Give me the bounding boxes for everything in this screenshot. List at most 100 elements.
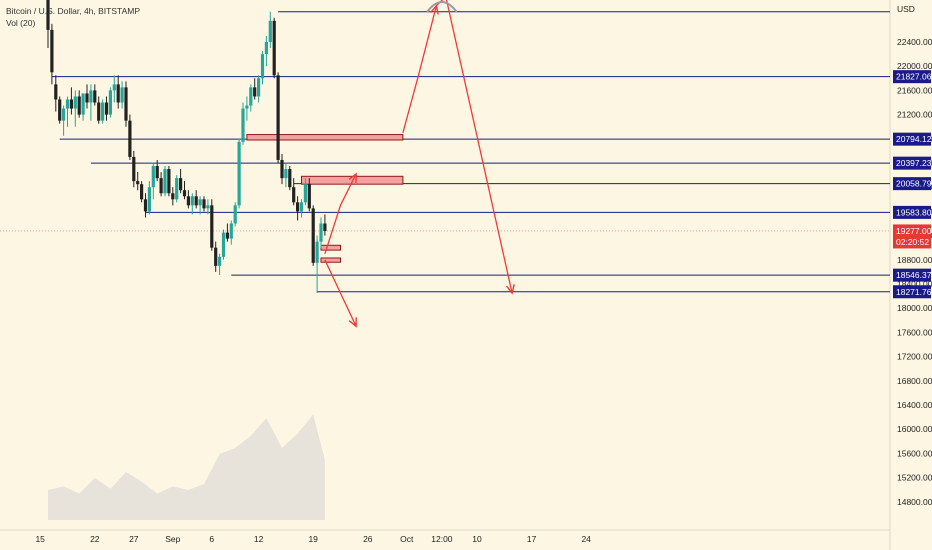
y-tick-label: 18000.00	[897, 303, 932, 313]
candle-body	[136, 181, 140, 185]
currency-label: USD	[897, 4, 915, 14]
x-tick-label: 17	[527, 534, 537, 544]
current-price-value: 19277.00	[896, 226, 932, 236]
y-tick-label: 16400.00	[897, 400, 932, 410]
candle-body	[272, 20, 276, 76]
y-tick-label: 14800.00	[897, 497, 932, 507]
candle-body	[179, 178, 183, 191]
candle-countdown: 02:20:52	[896, 237, 929, 247]
candle-body	[140, 184, 144, 200]
candle-body	[257, 78, 261, 97]
volume-area	[48, 414, 325, 520]
candle-body	[62, 108, 66, 121]
supply-demand-zone[interactable]	[320, 244, 341, 251]
level-price-tag-text: 18546.37	[896, 270, 932, 280]
projection-path[interactable]	[324, 173, 357, 254]
x-tick-label: 12	[254, 534, 264, 544]
candle-body	[229, 223, 233, 239]
current-price-tag-bg	[893, 224, 931, 249]
candle-body	[280, 159, 284, 179]
symbol-title: Bitcoin / U.S. Dollar, 4h, BITSTAMP	[6, 6, 140, 16]
candle-body	[65, 99, 70, 109]
candle-body	[124, 87, 128, 121]
chart-legend: Bitcoin / U.S. Dollar, 4h, BITSTAMP Vol …	[6, 5, 140, 29]
x-tick-label: 15	[35, 534, 45, 544]
level-price-tag: 20794.12	[893, 132, 932, 146]
candle-body	[311, 208, 315, 263]
candle-body	[120, 87, 124, 103]
candle-body	[276, 75, 280, 160]
candle-body	[284, 169, 288, 179]
candle-body	[323, 223, 327, 231]
candle-body	[214, 247, 218, 266]
projection-arrowhead	[505, 284, 515, 295]
candle-body	[54, 84, 58, 100]
level-price-tag-bg	[893, 132, 931, 146]
level-price-tag-text: 18271.76	[896, 287, 932, 297]
projection-arrowhead	[348, 172, 357, 183]
candle-body	[202, 199, 206, 209]
x-tick-label: 22	[90, 534, 100, 544]
candle-body	[128, 120, 132, 157]
candle-body	[143, 199, 148, 212]
candle-body	[198, 199, 202, 206]
level-price-tag-text: 20794.12	[896, 134, 932, 144]
level-price-tag: 18546.37	[893, 268, 932, 282]
y-tick-label: 16000.00	[897, 424, 932, 434]
candle-body	[132, 156, 136, 182]
level-price-tag: 21827.06	[893, 70, 932, 84]
candle-body	[73, 96, 77, 109]
candle-body	[307, 184, 311, 209]
candle-body	[292, 187, 296, 203]
level-price-tag-bg	[893, 285, 931, 299]
candle-body	[299, 202, 304, 212]
level-price-tag: 19583.80	[893, 205, 932, 219]
candle-body	[218, 256, 222, 266]
y-tick-label: 21600.00	[897, 85, 932, 95]
candle-body	[101, 102, 105, 121]
candle-body	[112, 84, 116, 91]
candle-body	[319, 223, 323, 242]
level-price-tag-bg	[893, 156, 931, 170]
candle-body	[264, 42, 268, 55]
candle-body	[89, 90, 93, 103]
candle-body	[190, 196, 194, 206]
supply-demand-zone[interactable]	[320, 257, 341, 263]
candle-body	[233, 205, 237, 224]
candle-body	[260, 54, 265, 79]
candle-body	[288, 169, 292, 188]
y-tick-label: 15600.00	[897, 448, 932, 458]
y-tick-label: 17200.00	[897, 352, 932, 362]
candle-body	[167, 169, 171, 194]
projection-path[interactable]	[402, 0, 513, 294]
x-tick-label: 24	[581, 534, 591, 544]
candle-body	[210, 205, 214, 248]
top-arc-marker	[426, 1, 458, 13]
candle-body	[241, 108, 245, 142]
candle-body	[116, 84, 120, 103]
y-tick-label: 15200.00	[897, 473, 932, 483]
candle-body	[225, 232, 229, 239]
supply-demand-zone[interactable]	[246, 134, 404, 141]
level-price-tag-bg	[893, 177, 931, 191]
candle-body	[206, 205, 210, 209]
y-tick-label: 16800.00	[897, 376, 932, 386]
projection-arrowhead	[348, 317, 357, 328]
candle-body	[69, 99, 73, 109]
candle-body	[253, 87, 257, 97]
x-tick-label: Oct	[400, 534, 414, 544]
candle-body	[81, 93, 85, 115]
projection-arrowhead	[430, 4, 439, 15]
level-price-tag: 20397.23	[893, 156, 932, 170]
candle-body	[159, 178, 163, 194]
candle-body	[303, 184, 307, 203]
candle-body	[147, 187, 151, 212]
projection-path[interactable]	[324, 259, 357, 327]
candle-body	[315, 241, 319, 263]
x-tick-label: 6	[209, 534, 214, 544]
candle-body	[93, 90, 97, 103]
candle-body	[171, 193, 175, 200]
candle-body	[237, 141, 241, 206]
